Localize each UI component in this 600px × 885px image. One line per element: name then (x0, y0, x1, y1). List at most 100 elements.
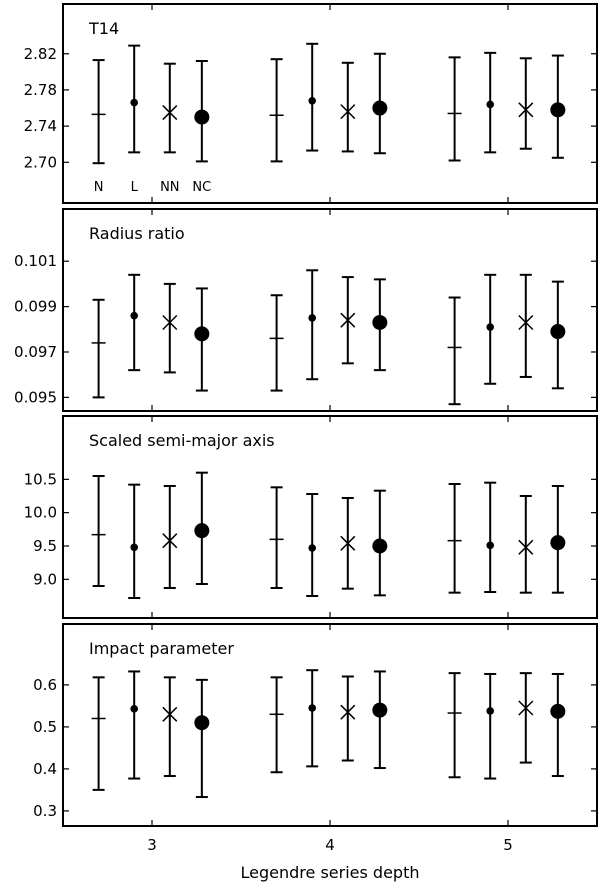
error-bar-NN-depth-4 (340, 497, 356, 590)
panel-2: 0.095 0.097 0.099 0.101 Radius ratio (14, 208, 598, 412)
marker-large-dot (550, 324, 566, 340)
error-bar-NN-depth-5 (518, 495, 534, 594)
panel-frame (62, 3, 598, 204)
panel-title: T14 (88, 19, 119, 38)
y-tick-label: 0.099 (14, 298, 57, 316)
marker-large-dot (194, 523, 210, 539)
error-bar-NN-depth-4 (340, 675, 356, 762)
panel-title: Radius ratio (89, 224, 185, 243)
marker-small-dot (308, 96, 317, 105)
error-bar-L-depth-5 (484, 481, 497, 593)
error-bar-N-depth-4 (269, 58, 284, 163)
marker-cross (518, 314, 534, 331)
error-bar-N-depth-3 (91, 298, 106, 399)
x-tick-label: 4 (325, 836, 335, 854)
y-tick-label: 10.0 (24, 504, 57, 522)
error-bar-L-depth-3 (128, 44, 141, 154)
error-bar-L-depth-4 (306, 493, 319, 597)
marker-large-dot (194, 326, 210, 342)
error-bar-L-depth-4 (306, 42, 319, 152)
y-tick-label: 0.5 (33, 718, 57, 736)
error-bar-NC-depth-4 (372, 52, 388, 155)
marker-cross (340, 535, 356, 551)
error-bar-NC-depth-3 (194, 287, 210, 392)
marker-large-dot (550, 703, 566, 719)
marker-large-dot (550, 102, 566, 118)
panel-3: 9.0 9.5 10.0 10.5 Scaled semi-major axis (24, 415, 598, 619)
marker-cross (340, 704, 356, 720)
error-bar-N-depth-4 (269, 486, 284, 589)
error-bar-N-depth-3 (91, 676, 106, 791)
marker-small-dot (308, 704, 317, 712)
marker-small-dot (130, 98, 138, 107)
y-tick-label: 2.78 (24, 81, 57, 99)
y-tick-label: 9.5 (33, 537, 57, 555)
marker-small-dot (130, 705, 138, 713)
marker-cross (518, 700, 534, 716)
marker-large-dot (194, 109, 210, 125)
marker-large-dot (550, 535, 566, 551)
error-bar-NN-depth-3 (162, 62, 178, 154)
error-bar-NC-depth-4 (372, 489, 388, 597)
marker-cross (162, 706, 178, 722)
error-bar-L-depth-3 (128, 670, 141, 780)
error-bar-NC-depth-5 (550, 54, 566, 159)
method-label-N: N (94, 180, 104, 195)
error-bar-N-depth-4 (269, 676, 284, 774)
method-label-L: L (131, 180, 139, 195)
error-bar-NN-depth-3 (162, 282, 178, 374)
marker-small-dot (308, 544, 317, 552)
marker-cross (340, 104, 356, 120)
error-bar-NC-depth-5 (550, 485, 566, 594)
error-bar-NC-depth-3 (194, 678, 210, 799)
error-bar-L-depth-5 (484, 51, 497, 154)
marker-large-dot (372, 702, 388, 718)
error-bar-N-depth-4 (269, 294, 284, 392)
marker-large-dot (372, 538, 388, 554)
x-axis: 3 4 5 (147, 836, 513, 854)
error-bar-N-depth-5 (447, 296, 462, 406)
method-label-NN: NN (160, 180, 179, 195)
error-bar-NC-depth-3 (194, 471, 210, 585)
error-bar-L-depth-5 (484, 672, 497, 780)
panel-4: 0.3 0.4 0.5 0.6 Impact parameter (33, 623, 598, 827)
marker-cross (518, 102, 534, 118)
error-bar-L-depth-3 (128, 483, 141, 599)
error-bar-NN-depth-4 (340, 276, 356, 365)
y-tick-label: 0.6 (33, 676, 57, 694)
y-tick-label: 9.0 (33, 570, 57, 588)
error-bar-NC-depth-4 (372, 670, 388, 770)
error-bar-N-depth-5 (447, 483, 462, 594)
error-bar-N-depth-3 (91, 475, 106, 587)
panel-title: Scaled semi-major axis (89, 431, 275, 450)
y-tick-label: 2.70 (24, 153, 57, 171)
error-bar-NN-depth-3 (162, 485, 178, 589)
marker-small-dot (486, 541, 495, 550)
error-bar-NN-depth-4 (340, 61, 356, 153)
x-tick-label: 3 (147, 836, 157, 854)
error-bar-L-depth-3 (128, 273, 141, 372)
error-bar-NC-depth-5 (550, 280, 566, 390)
y-tick-label: 0.095 (14, 388, 57, 406)
error-bar-NN-depth-5 (518, 273, 534, 378)
y-tick-label: 2.74 (24, 117, 57, 135)
error-bar-NN-depth-5 (518, 672, 534, 764)
marker-large-dot (372, 314, 388, 330)
y-tick-label: 0.097 (14, 343, 57, 361)
error-bar-NN-depth-5 (518, 57, 534, 150)
marker-small-dot (308, 314, 317, 322)
x-axis-label: Legendre series depth (241, 863, 420, 882)
y-tick-label: 10.5 (24, 470, 57, 488)
marker-large-dot (194, 715, 210, 731)
marker-cross (518, 539, 534, 555)
marker-cross (340, 312, 356, 328)
y-tick-label: 0.4 (33, 760, 57, 778)
marker-small-dot (486, 100, 495, 109)
error-bar-L-depth-4 (306, 269, 319, 381)
marker-small-dot (130, 543, 138, 552)
error-bar-NC-depth-3 (194, 59, 210, 163)
marker-cross (162, 314, 178, 331)
error-bar-NC-depth-4 (372, 278, 388, 372)
error-bar-NN-depth-3 (162, 676, 178, 778)
